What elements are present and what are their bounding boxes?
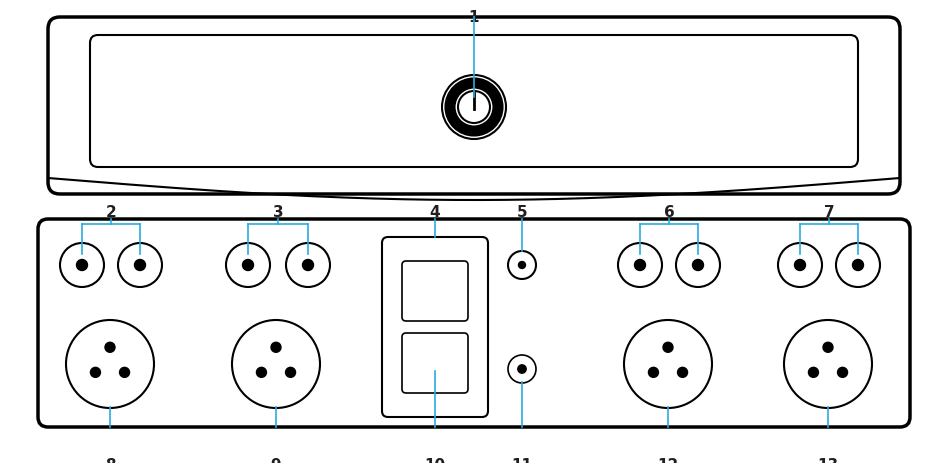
Ellipse shape: [624, 320, 712, 408]
Circle shape: [77, 260, 87, 271]
Circle shape: [286, 368, 295, 377]
Circle shape: [677, 368, 688, 377]
Ellipse shape: [778, 244, 822, 288]
Text: 3: 3: [273, 205, 283, 219]
FancyBboxPatch shape: [382, 238, 488, 417]
FancyBboxPatch shape: [38, 219, 910, 427]
Ellipse shape: [836, 244, 880, 288]
Text: 2: 2: [106, 205, 116, 219]
Text: 7: 7: [824, 205, 834, 219]
Ellipse shape: [508, 355, 536, 383]
Circle shape: [692, 260, 704, 271]
Text: 8: 8: [105, 457, 116, 463]
FancyBboxPatch shape: [402, 262, 468, 321]
Text: 5: 5: [517, 205, 527, 219]
Circle shape: [91, 368, 100, 377]
Ellipse shape: [118, 244, 162, 288]
Ellipse shape: [286, 244, 330, 288]
Text: 6: 6: [664, 205, 674, 219]
Ellipse shape: [784, 320, 872, 408]
Circle shape: [823, 343, 833, 352]
Ellipse shape: [60, 244, 104, 288]
Circle shape: [105, 343, 115, 352]
Text: 4: 4: [430, 205, 440, 219]
Circle shape: [519, 262, 526, 269]
Ellipse shape: [232, 320, 320, 408]
Text: 13: 13: [817, 457, 838, 463]
FancyBboxPatch shape: [402, 333, 468, 393]
Circle shape: [649, 368, 658, 377]
Circle shape: [271, 343, 281, 352]
Circle shape: [518, 365, 527, 373]
Circle shape: [302, 260, 313, 271]
Text: 1: 1: [469, 10, 479, 25]
Ellipse shape: [458, 92, 490, 124]
Text: 10: 10: [424, 457, 445, 463]
Circle shape: [119, 368, 130, 377]
Circle shape: [837, 368, 848, 377]
Circle shape: [134, 260, 146, 271]
Ellipse shape: [676, 244, 720, 288]
Circle shape: [634, 260, 646, 271]
FancyBboxPatch shape: [48, 18, 900, 194]
Circle shape: [242, 260, 254, 271]
Circle shape: [795, 260, 806, 271]
Ellipse shape: [618, 244, 662, 288]
Ellipse shape: [508, 251, 536, 279]
Ellipse shape: [450, 84, 498, 131]
Circle shape: [809, 368, 818, 377]
FancyBboxPatch shape: [90, 36, 858, 168]
Ellipse shape: [442, 76, 506, 140]
Circle shape: [663, 343, 673, 352]
Text: 9: 9: [271, 457, 281, 463]
Ellipse shape: [226, 244, 270, 288]
Ellipse shape: [66, 320, 154, 408]
Text: 12: 12: [657, 457, 679, 463]
Circle shape: [257, 368, 266, 377]
Text: 11: 11: [511, 457, 532, 463]
Circle shape: [852, 260, 864, 271]
